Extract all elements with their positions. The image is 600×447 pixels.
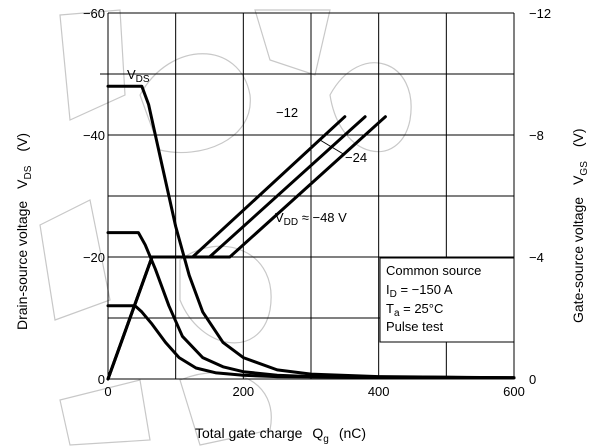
y-right-tick-label: −8	[529, 128, 544, 143]
y-right-tick-label: −12	[529, 6, 551, 21]
annotation-vdd: VDD ≈ −48 V	[275, 210, 347, 228]
series-line-1	[106, 84, 516, 380]
vds-annotation: VDS	[127, 67, 150, 85]
series-line-4	[106, 115, 347, 381]
x-axis-label: Total gate charge Qg (nC)	[195, 425, 366, 445]
y-right-tick-label: 0	[529, 372, 536, 387]
series-line-6	[106, 115, 387, 381]
conditions-box: Common source ID = −150 A Ta = 25°C Puls…	[379, 257, 515, 343]
x-tick-label: 0	[104, 384, 111, 399]
annotation-minus12: −12	[276, 105, 298, 120]
axis-ticks: 0 200 400 600 0 −20 −40 −60 0 −4 −8 −12	[83, 6, 551, 399]
y-right-axis-label: Gate-source voltageVGS(V)	[570, 128, 590, 323]
y-left-axis-label: Drain-source voltageVDS(V)	[14, 133, 34, 330]
conditions-line-3: Ta = 25°C	[386, 301, 443, 319]
x-tick-label: 400	[368, 384, 390, 399]
y-left-tick-label: −40	[83, 128, 105, 143]
series-line-3	[106, 304, 516, 380]
conditions-line-1: Common source	[386, 263, 481, 278]
conditions-line-4: Pulse test	[386, 319, 443, 334]
y-left-tick-label: −60	[83, 6, 105, 21]
curve-annotations: VDS −12 −24 VDD ≈ −48 V	[100, 67, 367, 228]
x-tick-label: 600	[503, 384, 525, 399]
minus24-leader-line	[319, 139, 346, 156]
plot-curves	[106, 84, 516, 381]
y-right-tick-label: −4	[529, 250, 544, 265]
y-left-tick-label: 0	[98, 372, 105, 387]
y-left-tick-label: −20	[83, 250, 105, 265]
conditions-line-2: ID = −150 A	[386, 282, 453, 300]
x-tick-label: 200	[232, 384, 254, 399]
annotation-minus24: −24	[345, 150, 367, 165]
